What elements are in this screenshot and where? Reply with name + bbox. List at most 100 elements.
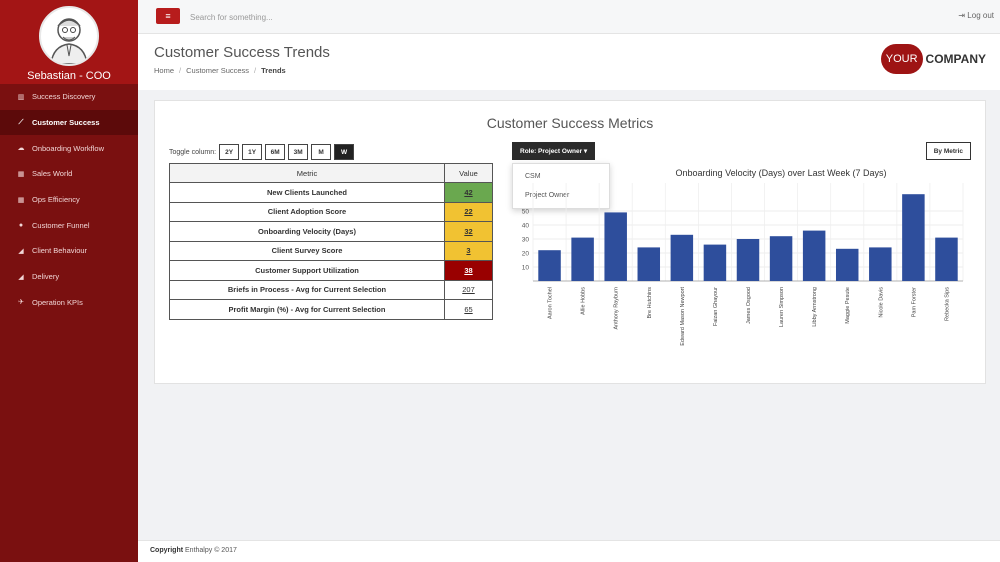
bar xyxy=(571,237,594,281)
sidebar-item-ops-efficiency[interactable]: ▦ Ops Efficiency xyxy=(0,187,138,213)
toggle-column-row: Toggle column: 2Y 1Y 6M 3M M W xyxy=(169,144,355,160)
x-tick-label: Libby Armstrong xyxy=(812,287,818,327)
toggle-2y-button[interactable]: 2Y xyxy=(219,144,240,160)
footer: Copyright Enthalpy © 2017 xyxy=(138,540,1000,562)
area-chart-icon: ◢ xyxy=(18,273,24,281)
panel-title: Customer Success Metrics xyxy=(486,115,654,131)
plane-icon: ✈ xyxy=(18,299,24,307)
cloud-icon: ☁ xyxy=(17,145,25,153)
bar xyxy=(902,194,925,281)
search-input[interactable] xyxy=(190,9,490,25)
bar xyxy=(935,237,958,281)
sidebar-item-success-discovery[interactable]: ▥ Success Discovery xyxy=(0,84,138,110)
metric-value-cell[interactable]: 22 xyxy=(444,201,493,222)
metric-name-cell: Onboarding Velocity (Days) xyxy=(169,221,445,242)
sidebar-item-label: Client Behaviour xyxy=(32,246,88,256)
sidebar-item-label: Delivery xyxy=(32,272,60,282)
bar xyxy=(538,250,561,281)
copyright-text: Enthalpy © 2017 xyxy=(185,547,237,554)
sidebar-nav: ▥ Success Discovery ⟋ Customer Success ☁ On… xyxy=(0,84,138,315)
bar xyxy=(703,244,727,281)
table-row: Profit Margin (%) - Avg for Current Sele… xyxy=(169,299,493,320)
sign-out-icon: ⇥ xyxy=(958,11,968,20)
toggle-6m-button[interactable]: 6M xyxy=(265,144,286,160)
menu-toggle-button[interactable]: ≡ xyxy=(156,8,180,24)
logo-text: COMPANY xyxy=(925,52,986,66)
bar xyxy=(802,230,826,281)
sidebar-item-client-behaviour[interactable]: ◢ Client Behaviour xyxy=(0,238,138,264)
line-chart-icon: ⟋ xyxy=(18,118,24,126)
sidebar: Sebastian - COO ▥ Success Discovery ⟋ Cust… xyxy=(0,0,138,562)
page-title: Customer Success Trends xyxy=(154,44,330,61)
company-logo: YOUR COMPANY xyxy=(880,44,986,74)
bar xyxy=(604,212,627,281)
x-tick-label: Aaron Tochel xyxy=(548,287,554,319)
bar xyxy=(736,239,760,281)
breadcrumb-separator: / xyxy=(254,66,257,75)
bar xyxy=(869,247,892,281)
sidebar-item-label: Onboarding Workflow xyxy=(32,143,104,153)
sidebar-item-onboarding-workflow[interactable]: ☁ Onboarding Workflow xyxy=(0,135,138,161)
metric-name-cell: Customer Support Utilization xyxy=(169,260,445,281)
metric-name-cell: Client Adoption Score xyxy=(169,201,445,222)
toggle-1y-button[interactable]: 1Y xyxy=(242,144,263,160)
area-chart-icon: ◢ xyxy=(18,247,24,255)
sidebar-item-sales-world[interactable]: ▦ Sales World xyxy=(0,161,138,187)
sidebar-item-operation-kpis[interactable]: ✈ Operation KPIs xyxy=(0,290,138,316)
role-option-csm[interactable]: CSM xyxy=(525,173,541,180)
table-header-row: Metric Value xyxy=(169,163,493,183)
metrics-panel: Customer Success Metrics Toggle column: … xyxy=(154,100,986,384)
sidebar-item-label: Success Discovery xyxy=(32,92,96,102)
avatar[interactable] xyxy=(39,6,99,66)
sidebar-item-customer-funnel[interactable]: ● Customer Funnel xyxy=(0,212,138,238)
globe-icon: ● xyxy=(18,221,24,229)
profile: Sebastian - COO xyxy=(0,0,138,84)
sidebar-item-label: Operation KPIs xyxy=(32,297,83,307)
role-dropdown-button[interactable]: Role: Project Owner ▾ xyxy=(512,142,596,160)
sidebar-item-label: Sales World xyxy=(32,169,73,179)
table-row: Customer Support Utilization 38 xyxy=(169,260,493,281)
table-row: Client Adoption Score 22 xyxy=(169,201,493,222)
role-option-project-owner[interactable]: Project Owner xyxy=(525,192,570,199)
toggle-3m-button[interactable]: 3M xyxy=(288,144,309,160)
metric-value-cell[interactable]: 3 xyxy=(444,240,493,261)
metric-value-cell[interactable]: 32 xyxy=(444,221,493,242)
y-tick-label: 20 xyxy=(522,251,530,258)
breadcrumb-current: Trends xyxy=(261,66,286,75)
table-row: Client Survey Score 3 xyxy=(169,240,493,261)
metrics-table-body: New Clients Launched 42 Client Adoption Sc… xyxy=(169,182,493,320)
x-tick-label: Pam Forster xyxy=(911,287,917,317)
chart-icon: ▥ xyxy=(17,93,25,101)
x-tick-label: James Osgood xyxy=(746,287,752,324)
page-header: Customer Success Trends Home / Customer Su… xyxy=(138,34,1000,90)
logo-badge: YOUR xyxy=(880,44,923,74)
x-tick-label: Allie Hobbs xyxy=(581,287,587,315)
sidebar-item-customer-success[interactable]: ⟋ Customer Success xyxy=(0,109,138,136)
toggle-w-button[interactable]: W xyxy=(334,144,355,160)
breadcrumb-customer-success[interactable]: Customer Success xyxy=(186,66,250,75)
x-tick-label: Lauren Simpson xyxy=(779,287,785,327)
metric-value-cell[interactable]: 38 xyxy=(444,260,493,281)
profile-name: Sebastian - COO xyxy=(27,70,111,82)
y-tick-label: 10 xyxy=(522,265,530,272)
metric-value-cell[interactable]: 42 xyxy=(444,182,493,203)
breadcrumb-separator: / xyxy=(179,66,182,75)
metric-value-cell[interactable]: 207 xyxy=(444,279,493,300)
breadcrumb-home[interactable]: Home xyxy=(154,66,175,75)
bar xyxy=(835,248,859,281)
topbar: ≡ ⇥ Log out xyxy=(138,0,1000,34)
y-tick-label: 30 xyxy=(522,237,530,244)
bar xyxy=(637,247,661,281)
metric-value-cell[interactable]: 65 xyxy=(444,299,493,320)
y-tick-label: 50 xyxy=(522,209,530,216)
logout-link[interactable]: ⇥ Log out xyxy=(958,11,994,20)
sidebar-item-delivery[interactable]: ◢ Delivery xyxy=(0,264,138,290)
metric-name-cell: Briefs in Process - Avg for Current Sele… xyxy=(169,279,445,300)
toggle-label: Toggle column: xyxy=(169,148,217,156)
by-metric-button[interactable]: By Metric xyxy=(925,142,971,160)
bar xyxy=(769,236,793,281)
chart-title: Onboarding Velocity (Days) over Last Wee… xyxy=(676,168,887,178)
metric-name-cell: Profit Margin (%) - Avg for Current Sele… xyxy=(169,299,445,320)
x-tick-label: Faizan Ghayour xyxy=(713,287,719,326)
toggle-m-button[interactable]: M xyxy=(311,144,332,160)
